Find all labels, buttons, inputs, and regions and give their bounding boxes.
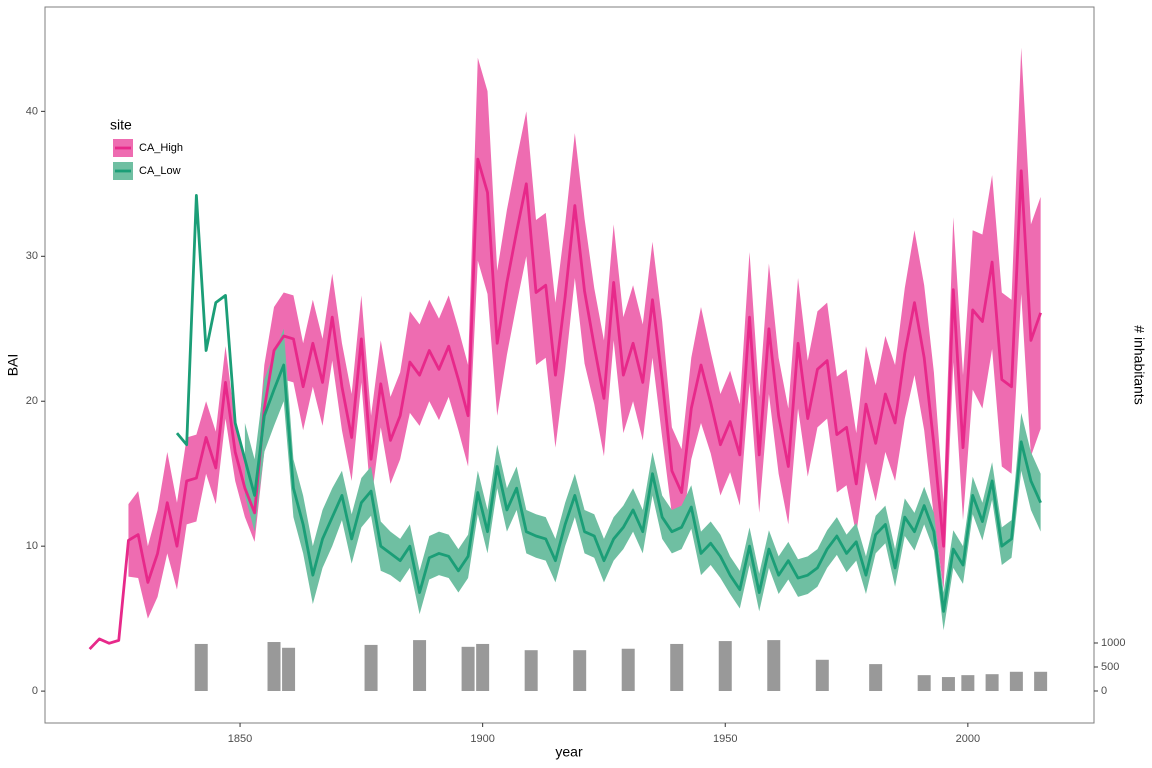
y2-axis-title: # inhabitants xyxy=(1131,325,1147,404)
ribbon xyxy=(128,47,1041,619)
panel xyxy=(44,6,1095,724)
y-tick-label: 0 xyxy=(32,685,38,697)
bar xyxy=(413,640,427,691)
x-axis-title: year xyxy=(555,744,583,760)
y-axis-title: BAI xyxy=(5,354,21,377)
y-tick-label: 30 xyxy=(26,250,38,262)
bar xyxy=(985,674,999,691)
bar xyxy=(621,648,635,691)
legend-title: site xyxy=(110,117,132,133)
bar xyxy=(267,642,281,691)
bar xyxy=(461,646,475,691)
y2-tick-label: 0 xyxy=(1101,685,1107,697)
y-tick-label: 20 xyxy=(26,395,38,407)
bar xyxy=(573,650,587,691)
x-tick-label: 1950 xyxy=(713,733,737,745)
line xyxy=(175,194,1042,613)
bar xyxy=(718,641,732,691)
bar xyxy=(1034,671,1048,691)
y2-tick-label: 1000 xyxy=(1101,637,1125,649)
legend-label: CA_Low xyxy=(139,165,181,177)
legend-label: CA_High xyxy=(139,142,183,154)
bar xyxy=(194,643,208,691)
line xyxy=(88,157,1042,651)
bar xyxy=(767,640,781,691)
bar xyxy=(282,647,296,691)
bar xyxy=(869,664,883,691)
bar xyxy=(364,644,378,691)
bar xyxy=(961,675,975,691)
bar xyxy=(524,650,538,691)
bar xyxy=(670,643,684,691)
bar xyxy=(476,643,490,691)
bar xyxy=(917,675,931,691)
bar xyxy=(1009,671,1023,691)
bar xyxy=(815,659,829,691)
x-tick-label: 2000 xyxy=(956,733,980,745)
x-tick-label: 1900 xyxy=(470,733,494,745)
y-tick-label: 10 xyxy=(26,540,38,552)
bar xyxy=(941,677,955,691)
x-tick-label: 1850 xyxy=(228,733,252,745)
y2-tick-label: 500 xyxy=(1101,661,1119,673)
y-tick-label: 40 xyxy=(26,105,38,117)
